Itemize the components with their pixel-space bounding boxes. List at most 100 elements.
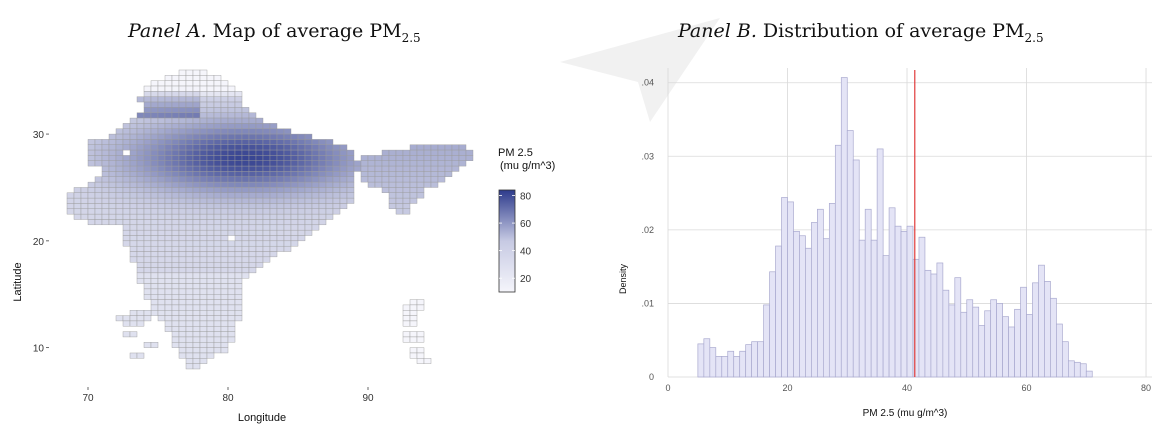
map-cell xyxy=(283,176,292,183)
map-cell xyxy=(192,272,201,279)
map-cell xyxy=(213,128,222,135)
map-cell xyxy=(206,331,215,338)
map-cell xyxy=(325,149,334,156)
map-cell xyxy=(416,176,425,183)
map-cell xyxy=(388,197,397,204)
map-y-tick-label: 30 xyxy=(33,130,45,141)
map-cell xyxy=(178,224,187,231)
map-cell xyxy=(297,181,306,188)
map-cell xyxy=(171,294,180,300)
map-cell xyxy=(206,320,215,327)
map-cell xyxy=(220,267,229,274)
map-cell xyxy=(192,261,201,268)
map-cell xyxy=(248,224,257,231)
map-cell xyxy=(206,197,215,204)
map-cell xyxy=(164,245,173,252)
map-cell xyxy=(185,299,194,306)
map-cell xyxy=(199,358,208,364)
map-cell xyxy=(185,315,194,322)
map-cell xyxy=(157,294,166,300)
map-cell xyxy=(122,208,131,215)
map-cell xyxy=(213,245,222,252)
map-cell xyxy=(164,80,173,87)
map-cell xyxy=(157,133,166,140)
map-cell xyxy=(227,240,236,247)
map-cell xyxy=(276,128,285,135)
map-cell xyxy=(234,117,243,124)
map-cell xyxy=(206,165,215,172)
map-cell xyxy=(234,256,243,263)
hist-bar xyxy=(996,303,1003,378)
map-cell xyxy=(255,165,264,172)
map-cell xyxy=(402,336,411,343)
map-cell xyxy=(339,197,348,204)
map-cell xyxy=(227,213,236,220)
map-cell xyxy=(164,229,173,236)
map-cell xyxy=(402,181,411,188)
map-cell xyxy=(248,160,257,167)
map-cell xyxy=(185,294,194,300)
map-cell xyxy=(108,203,117,210)
hist-bar xyxy=(805,247,812,378)
map-cell xyxy=(241,219,250,226)
map-cell xyxy=(185,96,194,103)
map-cell xyxy=(262,155,271,161)
map-cell xyxy=(157,165,166,172)
map-cell xyxy=(178,155,187,161)
map-cell xyxy=(115,165,124,172)
map-cell xyxy=(150,123,159,129)
hist-bar xyxy=(751,341,758,378)
map-cell xyxy=(269,219,278,226)
map-cell xyxy=(164,176,173,183)
map-cell xyxy=(115,133,124,140)
map-cell xyxy=(192,213,201,220)
map-cell xyxy=(248,117,257,124)
map-cell xyxy=(143,240,152,247)
map-cell xyxy=(269,251,278,258)
map-cell xyxy=(444,144,453,151)
map-cell xyxy=(430,171,439,177)
map-cell xyxy=(402,176,411,183)
map-cell xyxy=(192,267,201,274)
map-cell xyxy=(269,203,278,210)
map-cell xyxy=(234,283,243,290)
map-cell xyxy=(150,240,159,247)
map-cell xyxy=(150,133,159,140)
map-cell xyxy=(241,123,250,129)
map-cell xyxy=(206,91,215,97)
map-cell xyxy=(80,208,89,215)
map-cell xyxy=(297,149,306,156)
map-cell xyxy=(199,171,208,177)
map-cell xyxy=(185,128,194,135)
map-cell xyxy=(248,128,257,135)
map-cell xyxy=(185,123,194,129)
map-cell xyxy=(269,245,278,252)
map-cell xyxy=(304,203,313,210)
map-cell xyxy=(437,144,446,151)
map-cell xyxy=(178,331,187,338)
map-cell xyxy=(206,112,215,119)
map-cell xyxy=(234,288,243,295)
map-cell xyxy=(409,336,418,343)
map-cell xyxy=(178,310,187,316)
map-cell xyxy=(87,208,96,215)
map-cell xyxy=(213,171,222,177)
hist-bar xyxy=(721,356,729,378)
map-cell xyxy=(178,267,187,274)
map-cell xyxy=(185,278,194,284)
map-cell xyxy=(164,203,173,210)
map-cell xyxy=(241,235,250,242)
map-cell xyxy=(136,117,145,124)
map-cell xyxy=(178,75,187,81)
map-cell xyxy=(297,155,306,161)
map-cell xyxy=(311,171,320,177)
map-cell xyxy=(157,272,166,279)
map-cell xyxy=(304,197,313,204)
map-cell xyxy=(164,197,173,204)
map-cell xyxy=(241,245,250,252)
map-cell xyxy=(227,144,236,151)
map-cell xyxy=(101,160,110,167)
map-cell xyxy=(150,139,159,145)
map-cell xyxy=(395,149,404,156)
map-cell xyxy=(150,294,159,300)
